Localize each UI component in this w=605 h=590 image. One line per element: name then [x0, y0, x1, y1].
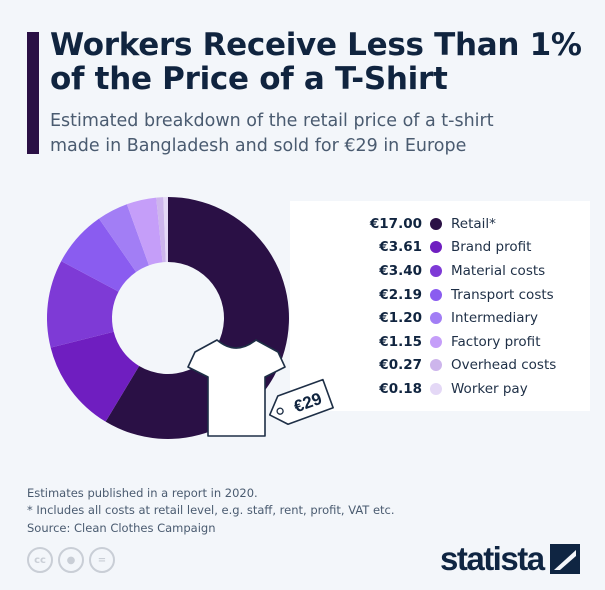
donut-slice-intermediary [99, 204, 149, 272]
legend: €17.00 Retail* €3.61 Brand profit €3.40 Mater… [340, 212, 556, 401]
tshirt-icon [187, 339, 286, 437]
legend-item: €0.18 Worker pay [340, 377, 556, 401]
donut-slice-worker-pay [163, 197, 168, 263]
donut-slice-transport-costs [61, 218, 137, 292]
no-derivatives-icon: = [89, 547, 115, 573]
legend-item: €1.15 Factory profit [340, 330, 556, 354]
legend-value: €0.27 [379, 357, 422, 374]
legend-label: Factory profit [451, 333, 541, 350]
legend-value: €1.20 [379, 310, 422, 327]
legend-swatch [430, 288, 442, 301]
legend-item: €17.00 Retail* [340, 212, 556, 236]
statista-logo-icon [549, 544, 580, 574]
legend-value: €3.40 [379, 262, 422, 279]
attribution-icon: ● [58, 547, 84, 573]
legend-label: Material costs [451, 262, 546, 279]
legend-item: €0.27 Overhead costs [340, 354, 556, 378]
donut-slice-overhead-costs [156, 197, 166, 263]
legend-swatch [430, 312, 442, 325]
legend-value: €0.18 [379, 380, 422, 397]
subtitle: Estimated breakdown of the retail price … [50, 111, 494, 156]
legend-item: €2.19 Transport costs [340, 283, 556, 307]
legend-swatch [430, 359, 442, 372]
legend-label: Intermediary [451, 310, 539, 327]
legend-value: €1.15 [379, 333, 422, 350]
source-link[interactable]: Source: Clean Clothes Campaign [27, 521, 216, 535]
donut-slice-brand-profit [50, 331, 140, 422]
statista-logo[interactable]: statista [440, 540, 580, 578]
legend-label: Retail* [451, 215, 496, 232]
legend-swatch [430, 382, 442, 395]
legend-item: €3.61 Brand profit [340, 236, 556, 260]
legend-value: €3.61 [379, 239, 422, 256]
donut-slice-material-costs [47, 261, 119, 348]
page-title: Workers Receive Less Than 1% of the Price… [50, 27, 582, 97]
legend-label: Brand profit [451, 239, 532, 256]
license-icons[interactable]: cc ● = [27, 547, 115, 573]
legend-swatch [430, 335, 442, 348]
legend-panel [290, 201, 590, 411]
footnotes: Estimates published in a report in 2020.… [27, 485, 395, 537]
title-accent-bar [27, 32, 39, 154]
legend-label: Overhead costs [451, 357, 557, 374]
cc-icon: cc [27, 547, 53, 573]
note-published: Estimates published in a report in 2020. [27, 486, 258, 500]
legend-label: Transport costs [451, 286, 554, 303]
legend-value: €17.00 [369, 215, 422, 232]
legend-swatch [430, 264, 442, 277]
donut-slice-factory-profit [126, 197, 163, 266]
legend-value: €2.19 [379, 286, 422, 303]
legend-swatch [430, 241, 442, 254]
legend-item: €3.40 Material costs [340, 259, 556, 283]
note-retail: * Includes all costs at retail level, e.… [27, 503, 395, 517]
legend-swatch [430, 217, 442, 230]
legend-label: Worker pay [451, 380, 528, 397]
legend-item: €1.20 Intermediary [340, 306, 556, 330]
price-tag-icon: €29 [268, 378, 334, 426]
